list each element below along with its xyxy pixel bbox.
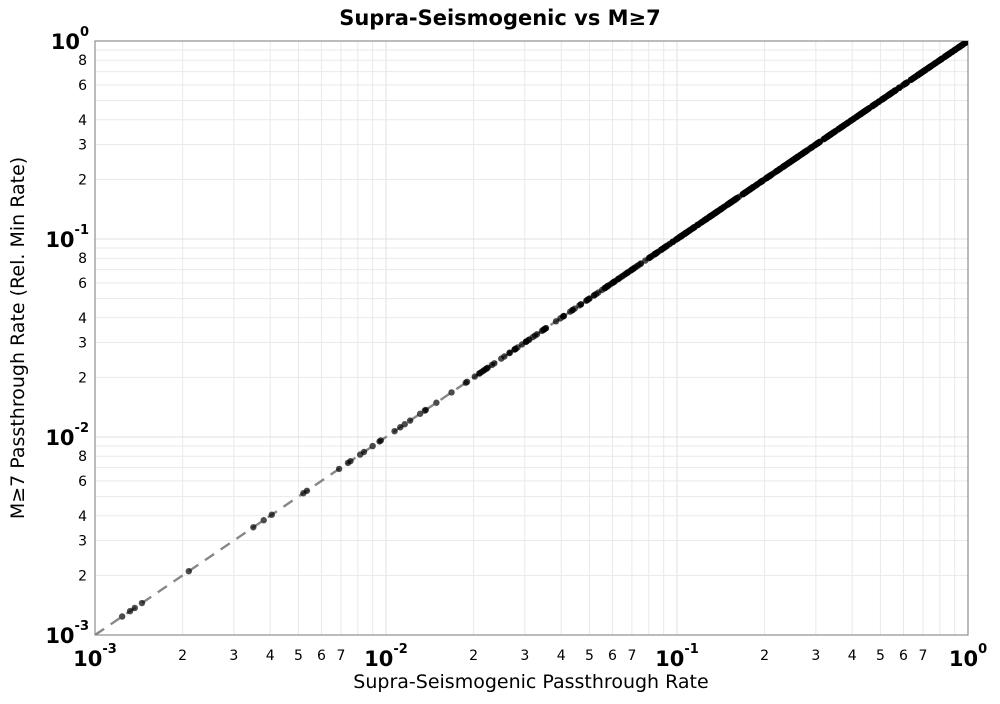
svg-text:4: 4 — [557, 648, 566, 664]
svg-text:7: 7 — [627, 648, 636, 664]
svg-text:2: 2 — [760, 648, 769, 664]
svg-text:5: 5 — [876, 648, 885, 664]
svg-text:8: 8 — [78, 53, 87, 69]
svg-text:8: 8 — [78, 251, 87, 267]
svg-text:100: 100 — [51, 25, 89, 54]
svg-text:2: 2 — [78, 172, 87, 188]
svg-text:7: 7 — [336, 648, 345, 664]
svg-text:3: 3 — [78, 336, 87, 352]
svg-text:2: 2 — [78, 568, 87, 584]
svg-text:10-2: 10-2 — [364, 642, 408, 671]
svg-text:4: 4 — [78, 113, 87, 129]
svg-text:6: 6 — [78, 276, 87, 292]
svg-text:4: 4 — [848, 648, 857, 664]
svg-text:10-1: 10-1 — [655, 642, 699, 671]
y-axis-label: M≥7 Passthrough Rate (Rel. Min Rate) — [7, 157, 29, 519]
svg-text:5: 5 — [585, 648, 594, 664]
scatter-points — [118, 41, 968, 620]
svg-text:4: 4 — [266, 648, 275, 664]
svg-text:5: 5 — [294, 648, 303, 664]
svg-text:7: 7 — [918, 648, 927, 664]
svg-text:10-3: 10-3 — [73, 642, 117, 671]
svg-text:10-1: 10-1 — [45, 223, 89, 252]
chart-title: Supra-Seismogenic vs M≥7 — [339, 6, 661, 30]
svg-text:6: 6 — [317, 648, 326, 664]
svg-text:100: 100 — [949, 642, 987, 671]
svg-text:4: 4 — [78, 311, 87, 327]
svg-text:8: 8 — [78, 449, 87, 465]
svg-text:2: 2 — [469, 648, 478, 664]
plot-border — [94, 40, 969, 636]
svg-text:4: 4 — [78, 509, 87, 525]
svg-text:3: 3 — [811, 648, 820, 664]
grid — [94, 40, 969, 636]
svg-text:3: 3 — [78, 138, 87, 154]
svg-text:6: 6 — [78, 474, 87, 490]
x-axis-label: Supra-Seismogenic Passthrough Rate — [353, 671, 708, 693]
svg-text:10-2: 10-2 — [45, 421, 89, 450]
svg-text:3: 3 — [520, 648, 529, 664]
svg-text:10-3: 10-3 — [45, 619, 89, 648]
svg-text:6: 6 — [78, 78, 87, 94]
svg-text:3: 3 — [229, 648, 238, 664]
svg-text:6: 6 — [608, 648, 617, 664]
svg-text:3: 3 — [78, 534, 87, 550]
y-tick-labels: 100 10-1 10-2 10-3 8 6 4 3 2 8 6 4 3 2 8 6 4 3 2 — [45, 25, 89, 648]
svg-text:6: 6 — [899, 648, 908, 664]
svg-text:2: 2 — [78, 370, 87, 386]
svg-text:2: 2 — [178, 648, 187, 664]
